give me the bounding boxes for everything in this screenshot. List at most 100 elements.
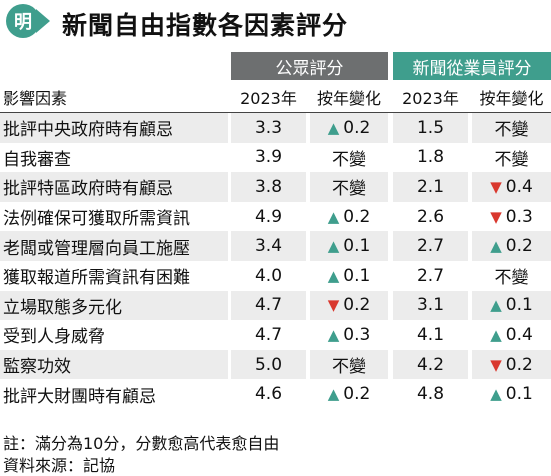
public-score: 3.4: [254, 236, 283, 257]
change-value: 不變: [494, 149, 529, 170]
footnote: 註：滿分為10分，分數愈高代表愈自由: [3, 434, 280, 453]
practitioner-score: 2.7: [416, 236, 445, 257]
change-value: 0.2: [505, 236, 533, 257]
row-cell-background: [310, 290, 388, 321]
public-score: 4.7: [254, 324, 283, 345]
increase-arrow-icon: ▲: [327, 237, 340, 256]
practitioner-change: ▲ 0.2: [472, 231, 551, 261]
increase-arrow-icon: ▲: [327, 118, 340, 137]
increase-arrow-icon: ▲: [327, 385, 340, 404]
public-score: 4.7: [254, 295, 283, 316]
public-change: ▲ 0.3: [310, 320, 388, 350]
group-header-practitioners: 新聞從業員評分: [393, 52, 551, 80]
change-value: 0.2: [343, 117, 371, 138]
public-score: 3.9: [254, 147, 283, 168]
decrease-arrow-icon: ▼: [490, 207, 502, 226]
row-cell-background: [231, 231, 306, 261]
increase-arrow-icon: ▲: [490, 237, 502, 256]
decrease-arrow-icon: ▼: [490, 355, 502, 374]
public-change: 不變: [310, 350, 388, 380]
row-cell-background: [310, 113, 388, 143]
row-cell-background: [310, 172, 388, 202]
change-value: 不變: [494, 120, 529, 141]
row-cell-background: [231, 290, 306, 321]
public-score: 3.3: [254, 117, 283, 138]
table-row: 受到人身威脅 4.7 ▲ 0.3 4.1 ▲ 0.4: [0, 320, 551, 350]
public-score: 5.0: [254, 354, 283, 375]
table-row: 批評大財團時有顧忌 4.6 ▲ 0.2 4.8 ▲ 0.1: [0, 379, 551, 409]
practitioner-score: 1.5: [416, 117, 445, 138]
factor-name: 立場取態多元化: [3, 297, 122, 318]
table-row: 老闆或管理層向員工施壓 3.4 ▲ 0.1 2.7 ▲ 0.2: [0, 231, 551, 261]
practitioner-change: ▲ 0.1: [472, 379, 551, 409]
row-cell-background: [472, 349, 551, 380]
factor-name: 受到人身威脅: [3, 327, 105, 348]
row-cell-background: [393, 349, 468, 380]
practitioner-change: ▼ 0.2: [472, 350, 551, 380]
factor-name: 老闆或管理層向員工施壓: [3, 238, 190, 259]
change-value: 0.2: [343, 206, 371, 227]
change-value: 0.1: [343, 265, 371, 286]
factor-name: 獲取報道所需資訊有困難: [3, 268, 190, 289]
change-value: 0.4: [505, 176, 533, 197]
public-change: 不變: [310, 143, 388, 173]
public-score: 4.9: [254, 206, 283, 227]
header-public-change: 按年變化: [316, 89, 381, 108]
row-cell-background: [393, 113, 468, 143]
practitioner-change: ▲ 0.4: [472, 320, 551, 350]
public-score: 3.8: [254, 176, 283, 197]
decrease-arrow-icon: ▼: [327, 296, 340, 315]
row-cell-background: [231, 172, 306, 202]
table-row: 自我審查 3.9 不變 1.8 不變: [0, 143, 551, 173]
score-table-body: 批評中央政府時有顧忌 3.3 ▲ 0.2 1.5 不變 自我審查 3.9 不變 1.8 不變 批評特區…: [0, 113, 551, 409]
change-value: 0.4: [505, 324, 533, 345]
practitioner-score: 4.8: [416, 384, 445, 405]
row-cell-background: [472, 290, 551, 321]
decrease-arrow-icon: ▼: [490, 177, 502, 196]
public-change: ▼ 0.2: [310, 291, 388, 321]
change-value: 0.1: [505, 295, 533, 316]
public-score: 4.6: [254, 384, 283, 405]
practitioner-change: ▼ 0.3: [472, 202, 551, 232]
column-header-row: 影響因素 2023年 按年變化 2023年 按年變化: [0, 82, 551, 113]
header-public-year: 2023年: [240, 89, 297, 108]
table-row: 法例確保可獲取所需資訊 4.9 ▲ 0.2 2.6 ▼ 0.3: [0, 202, 551, 232]
row-cell-background: [472, 172, 551, 202]
row-cell-background: [310, 231, 388, 261]
increase-arrow-icon: ▲: [327, 325, 340, 344]
change-value: 0.1: [505, 384, 533, 405]
row-cell-background: [472, 113, 551, 143]
practitioner-score: 2.6: [416, 206, 445, 227]
increase-arrow-icon: ▲: [490, 385, 502, 404]
table-row: 獲取報道所需資訊有困難 4.0 ▲ 0.1 2.7 不變: [0, 261, 551, 291]
row-cell-background: [231, 349, 306, 380]
factor-name: 自我審查: [3, 149, 71, 170]
row-cell-background: [231, 113, 306, 143]
factor-name: 監察功效: [3, 357, 71, 378]
factor-name: 批評中央政府時有顧忌: [3, 120, 173, 141]
group-header-public: 公眾評分: [231, 52, 388, 80]
change-value: 不變: [332, 357, 366, 378]
change-value: 0.3: [505, 206, 533, 227]
title-bar: 明 新聞自由指數各因素評分: [0, 0, 551, 46]
change-value: 0.3: [343, 324, 371, 345]
public-change: 不變: [310, 172, 388, 202]
row-cell-background: [310, 349, 388, 380]
factor-name: 批評特區政府時有顧忌: [3, 179, 173, 200]
change-value: 不變: [332, 149, 366, 170]
logo-tail-shape: [36, 9, 50, 33]
practitioner-score: 4.1: [416, 324, 445, 345]
newspaper-logo-icon: 明: [6, 4, 40, 38]
page-title: 新聞自由指數各因素評分: [62, 11, 349, 40]
table-row: 立場取態多元化 4.7 ▼ 0.2 3.1 ▲ 0.1: [0, 290, 551, 321]
public-score: 4.0: [254, 265, 283, 286]
public-change: ▲ 0.1: [310, 261, 388, 291]
increase-arrow-icon: ▲: [490, 325, 502, 344]
header-practitioner-change: 按年變化: [479, 89, 544, 108]
row-cell-background: [393, 290, 468, 321]
header-factor: 影響因素: [3, 89, 68, 108]
practitioner-change: 不變: [472, 261, 551, 291]
row-cell-background: [472, 231, 551, 261]
table-row: 監察功效 5.0 不變 4.2 ▼ 0.2: [0, 349, 551, 380]
practitioner-score: 2.7: [416, 265, 445, 286]
